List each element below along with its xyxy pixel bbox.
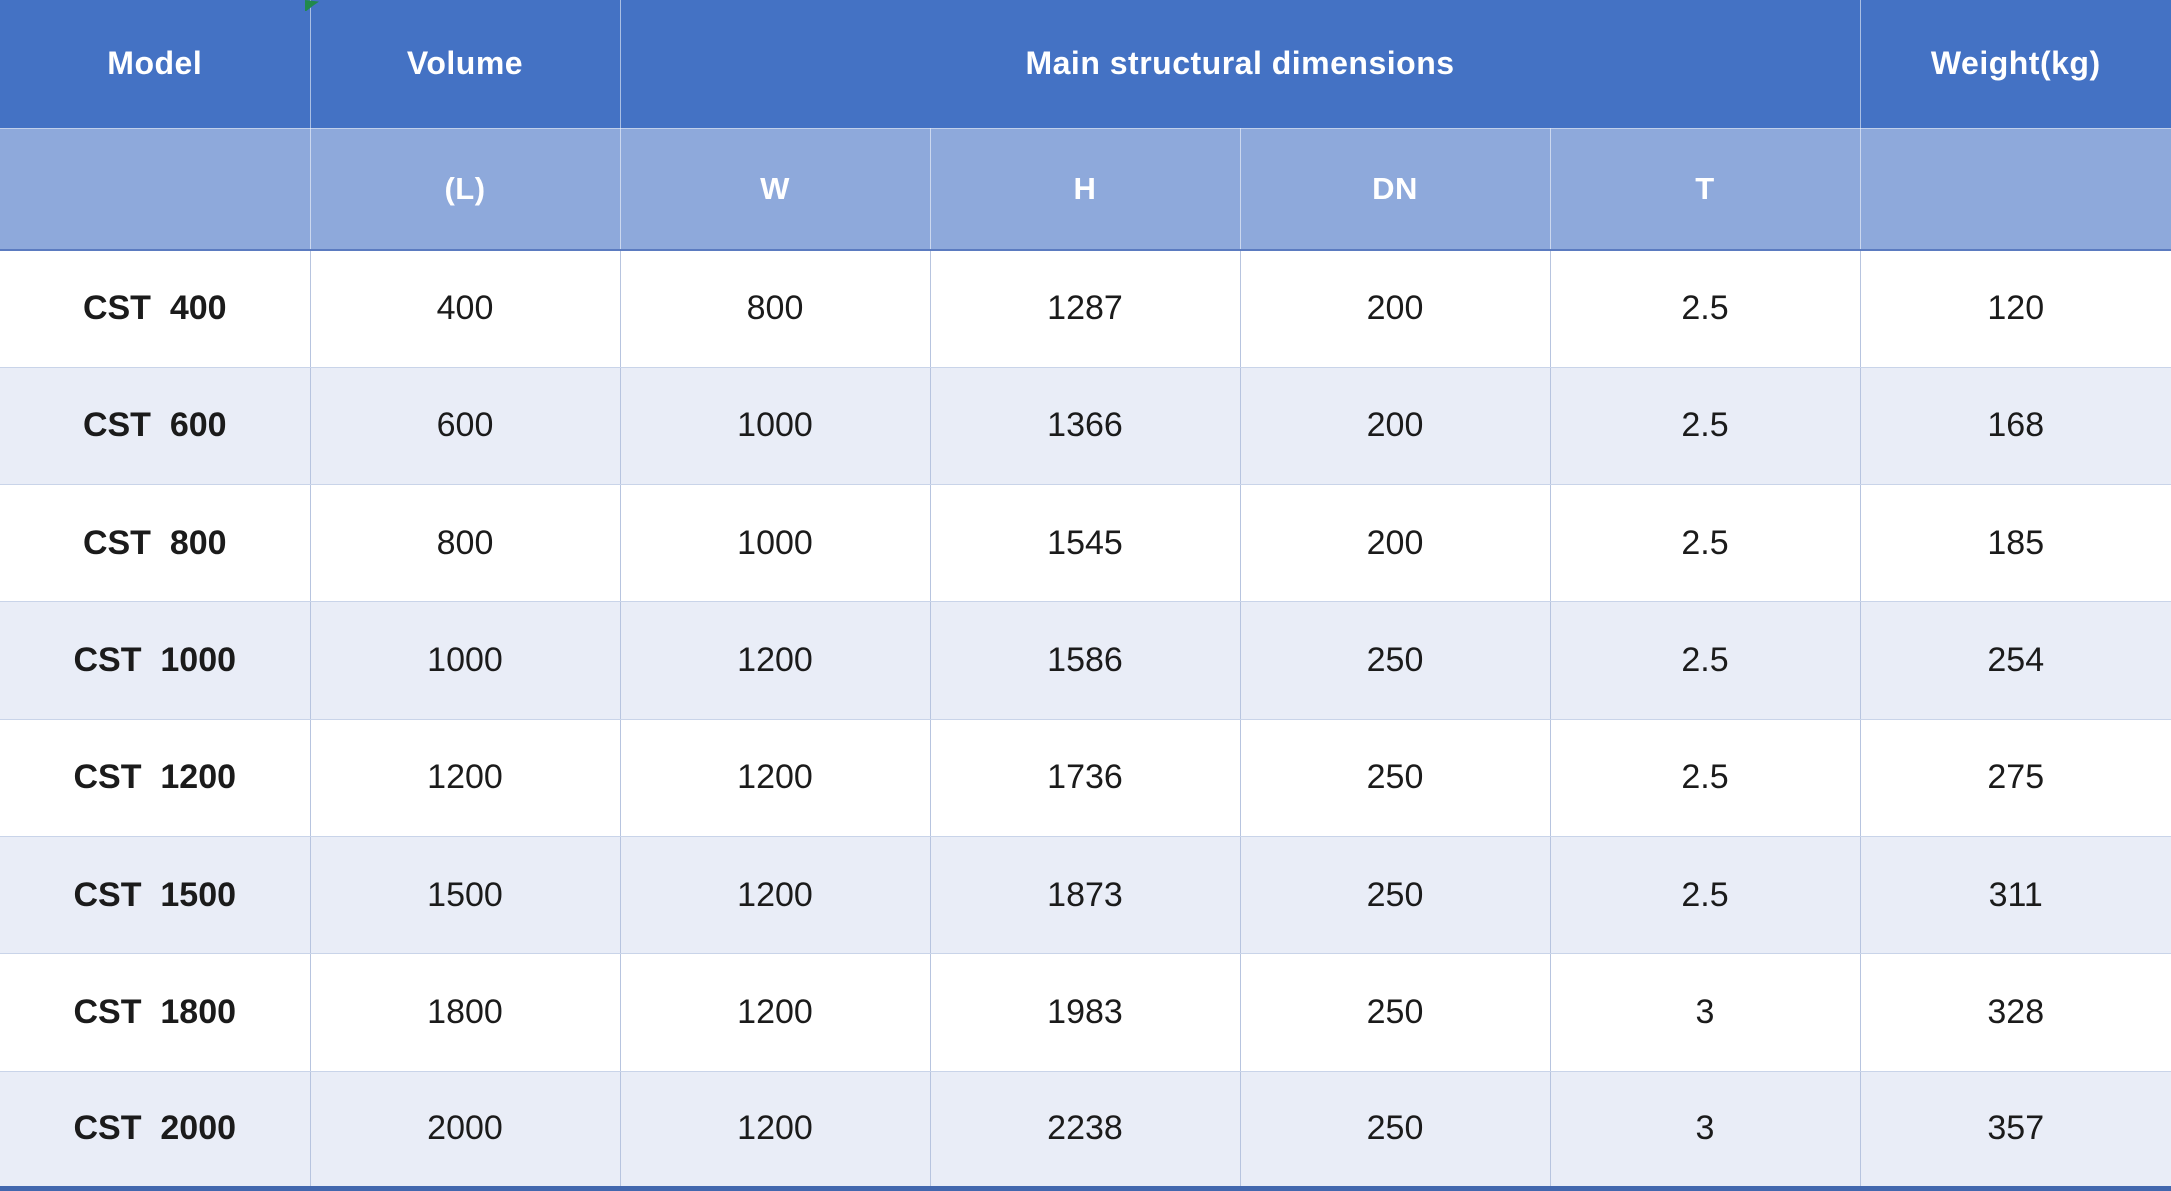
cell-volume: 1000 xyxy=(310,601,621,720)
table-row: CST 1800 1800 1200 1983 250 3 328 xyxy=(0,953,2171,1072)
cell-volume: 600 xyxy=(310,367,621,486)
subheader-t: T xyxy=(1550,128,1861,251)
cell-h: 1287 xyxy=(930,250,1241,368)
cell-w: 1200 xyxy=(620,953,931,1072)
cell-t: 2.5 xyxy=(1550,484,1861,603)
cell-w: 1200 xyxy=(620,601,931,720)
cell-h: 1983 xyxy=(930,953,1241,1072)
cell-volume: 800 xyxy=(310,484,621,603)
subheader-dn: DN xyxy=(1240,128,1551,251)
cell-weight: 275 xyxy=(1860,719,2171,838)
cell-weight: 328 xyxy=(1860,953,2171,1072)
col-header-model: Model xyxy=(0,0,311,129)
table-row: CST 600 600 1000 1366 200 2.5 168 xyxy=(0,367,2171,486)
cell-dn: 200 xyxy=(1240,250,1551,368)
cell-volume: 1500 xyxy=(310,836,621,955)
cell-model: CST 600 xyxy=(0,367,311,486)
cell-model: CST 400 xyxy=(0,250,311,368)
cell-weight: 185 xyxy=(1860,484,2171,603)
cell-model: CST 1500 xyxy=(0,836,311,955)
cell-t: 3 xyxy=(1550,953,1861,1072)
cell-flag-marker-icon xyxy=(305,0,319,11)
table-row: CST 400 400 800 1287 200 2.5 120 xyxy=(0,250,2171,368)
cell-t: 2.5 xyxy=(1550,719,1861,838)
table-header: Model Volume Main structural dimensions … xyxy=(0,0,2171,251)
subheader-empty-model xyxy=(0,128,311,251)
col-header-weight: Weight(kg) xyxy=(1860,0,2171,129)
cell-weight: 168 xyxy=(1860,367,2171,486)
cell-volume: 1800 xyxy=(310,953,621,1072)
cell-w: 800 xyxy=(620,250,931,368)
subheader-h: H xyxy=(930,128,1241,251)
cell-dn: 200 xyxy=(1240,484,1551,603)
table-row: CST 1000 1000 1200 1586 250 2.5 254 xyxy=(0,601,2171,720)
cell-w: 1200 xyxy=(620,1071,931,1190)
cell-h: 1545 xyxy=(930,484,1241,603)
cell-model: CST 800 xyxy=(0,484,311,603)
cell-weight: 357 xyxy=(1860,1071,2171,1190)
header-row-2: (L) W H DN T xyxy=(0,128,2171,251)
table-body: CST 400 400 800 1287 200 2.5 120 CST 600… xyxy=(0,250,2171,1190)
cell-volume: 400 xyxy=(310,250,621,368)
cell-h: 1873 xyxy=(930,836,1241,955)
cell-t: 2.5 xyxy=(1550,601,1861,720)
cell-t: 2.5 xyxy=(1550,250,1861,368)
subheader-volume-unit: (L) xyxy=(310,128,621,251)
cell-dn: 250 xyxy=(1240,1071,1551,1190)
col-header-main-dimensions: Main structural dimensions xyxy=(620,0,1861,129)
cell-volume: 1200 xyxy=(310,719,621,838)
table-row: CST 2000 2000 1200 2238 250 3 357 xyxy=(0,1071,2171,1190)
subheader-empty-weight xyxy=(1860,128,2171,251)
cell-w: 1200 xyxy=(620,719,931,838)
cell-t: 2.5 xyxy=(1550,836,1861,955)
cell-weight: 120 xyxy=(1860,250,2171,368)
cell-w: 1200 xyxy=(620,836,931,955)
cell-w: 1000 xyxy=(620,484,931,603)
cell-dn: 250 xyxy=(1240,953,1551,1072)
cell-dn: 200 xyxy=(1240,367,1551,486)
cell-dn: 250 xyxy=(1240,601,1551,720)
cell-dn: 250 xyxy=(1240,836,1551,955)
cell-t: 2.5 xyxy=(1550,367,1861,486)
col-header-volume: Volume xyxy=(310,0,621,129)
cell-h: 1586 xyxy=(930,601,1241,720)
cell-model: CST 1000 xyxy=(0,601,311,720)
cell-weight: 254 xyxy=(1860,601,2171,720)
subheader-w: W xyxy=(620,128,931,251)
cell-volume: 2000 xyxy=(310,1071,621,1190)
cell-model: CST 1200 xyxy=(0,719,311,838)
cell-h: 2238 xyxy=(930,1071,1241,1190)
table-row: CST 1500 1500 1200 1873 250 2.5 311 xyxy=(0,836,2171,955)
cell-dn: 250 xyxy=(1240,719,1551,838)
cell-w: 1000 xyxy=(620,367,931,486)
header-row-1: Model Volume Main structural dimensions … xyxy=(0,0,2171,129)
cell-h: 1736 xyxy=(930,719,1241,838)
table-row: CST 800 800 1000 1545 200 2.5 185 xyxy=(0,484,2171,603)
cell-model: CST 2000 xyxy=(0,1071,311,1190)
table-row: CST 1200 1200 1200 1736 250 2.5 275 xyxy=(0,719,2171,838)
cell-h: 1366 xyxy=(930,367,1241,486)
cell-weight: 311 xyxy=(1860,836,2171,955)
cell-model: CST 1800 xyxy=(0,953,311,1072)
cell-t: 3 xyxy=(1550,1071,1861,1190)
